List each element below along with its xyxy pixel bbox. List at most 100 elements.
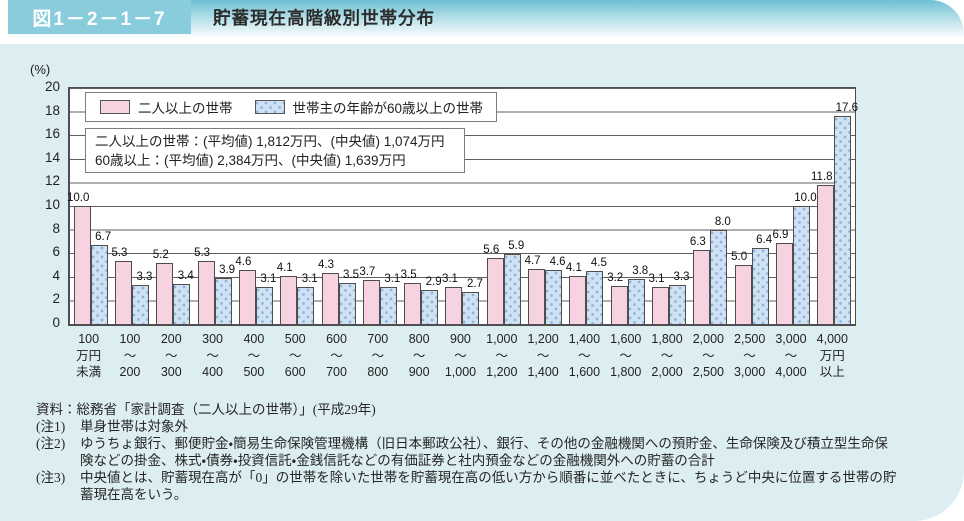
- x-tick-label: 1,800 〜 2,000: [651, 332, 683, 379]
- note-row: (注2) ゆうちょ銀行、郵便貯金・簡易生命保険管理機構（旧日本郵政公社）、銀行、そ…: [36, 435, 948, 469]
- figure-title: 貯蓄現在高階級別世帯分布: [213, 8, 435, 28]
- bar-value-label: 6.3: [689, 235, 706, 248]
- legend-label-couples: 二人以上の世帯: [138, 101, 233, 116]
- bar-value-label: 3.8: [632, 265, 649, 278]
- bar-value-label: 4.1: [276, 261, 293, 274]
- bar-group: 5.2 3.4: [153, 88, 194, 324]
- bar-value-label: 11.8: [811, 170, 833, 183]
- note-row: (注1) 単身世帯は対象外: [36, 418, 948, 435]
- bar-elderly: 3.1: [255, 273, 276, 324]
- bar-value-label: 4.7: [524, 254, 541, 267]
- bar-group: 4.6 3.1: [235, 88, 276, 324]
- bar-elderly: 3.9: [214, 264, 235, 324]
- bar-group: 5.6 5.9: [483, 88, 524, 324]
- bar-value-label: 3.3: [136, 271, 153, 284]
- bar-couples: 5.3: [194, 247, 215, 324]
- x-tick-label: 300 〜 400: [202, 332, 224, 379]
- x-tick-label: 1,400 〜 1,600: [568, 332, 601, 379]
- x-tick-label: 3,000 〜 4,000: [775, 332, 807, 379]
- bar-value-label: 3.5: [400, 268, 417, 281]
- bar-couples: 3.1: [649, 273, 670, 324]
- x-tick-label: 1,200 〜 1,400: [527, 332, 559, 379]
- bar-couples: 5.3: [111, 247, 132, 324]
- footer-notes: 資料：総務省「家計調査（二人以上の世帯）」(平成29年) (注1) 単身世帯は対象…: [36, 401, 948, 503]
- bar-group: 4.7 4.6: [524, 88, 566, 324]
- bar-group: 4.3 3.5: [318, 88, 359, 324]
- bar-elderly: 3.1: [379, 273, 400, 324]
- figure-number-tag: 図1－2－1－7: [8, 0, 191, 34]
- y-tick-label: 4: [52, 267, 60, 283]
- bar-couples: 5.6: [483, 244, 504, 324]
- legend-label-elderly: 世帯主の年齢が60歳以上の世帯: [292, 101, 484, 116]
- bar-value-label: 4.5: [590, 256, 607, 269]
- bar-elderly: 2.9: [421, 276, 442, 324]
- bar-value-label: 5.3: [111, 247, 128, 260]
- bar-group: 3.1 2.7: [442, 88, 483, 324]
- bar-elderly: 3.3: [131, 271, 152, 324]
- y-tick-label: 2: [52, 291, 60, 307]
- legend-swatch-couples: [100, 100, 130, 114]
- note-label: (注2): [36, 436, 66, 451]
- bar-elderly: 6.7: [90, 231, 111, 324]
- y-tick-label: 0: [52, 315, 60, 330]
- bar-value-label: 5.9: [508, 240, 525, 253]
- bar-value-label: 6.7: [95, 230, 112, 243]
- bar-couples: 3.7: [359, 266, 380, 324]
- stat-annotation-box: 二人以上の世帯：(平均値) 1,812万円、(中央値) 1,074万円 60歳以…: [85, 128, 465, 173]
- bar-value-label: 4.3: [318, 259, 335, 272]
- stat-line-elderly: 60歳以上：(平均値) 2,384万円、(中央値) 1,639万円: [95, 153, 406, 168]
- bar-value-label: 3.2: [607, 272, 624, 285]
- plot-area: 10.0 6.7 5.3 3.3 5.2 3.4 5.3 3.9 4.6 3.1 4.1 3.1 4.3…: [66, 87, 858, 326]
- bar-value-label: 10.0: [794, 192, 817, 204]
- bar-value-label: 5.3: [194, 247, 211, 260]
- bar-value-label: 5.6: [483, 243, 500, 256]
- bar-couples: 4.6: [235, 256, 256, 324]
- note-row: (注3) 中央値とは、貯蓄現在高が「0」の世帯を除いた世帯を貯蓄現在高の低い方から…: [36, 469, 948, 503]
- bar-elderly: 3.1: [297, 273, 318, 324]
- y-tick-label: 8: [52, 220, 60, 236]
- note-text: 中央値とは、貯蓄現在高が「0」の世帯を除いた世帯を貯蓄現在高の低い方から順番に並…: [80, 470, 897, 502]
- bar-value-label: 3.7: [359, 266, 376, 279]
- stat-line-couples: 二人以上の世帯：(平均値) 1,812万円、(中央値) 1,074万円: [95, 134, 445, 149]
- bar-value-label: 3.1: [260, 273, 277, 286]
- bar-value-label: 3.1: [384, 273, 401, 286]
- note-text: ゆうちょ銀行、郵便貯金・簡易生命保険管理機構（旧日本郵政公社）、銀行、その他の金…: [80, 436, 888, 468]
- bar-group: 4.1 4.5: [566, 88, 607, 324]
- y-axis-unit-label: (%): [30, 62, 51, 77]
- bar-elderly: 17.6: [834, 102, 858, 324]
- bar-couples: 6.3: [690, 236, 711, 324]
- bar-couples: 5.2: [153, 249, 174, 324]
- y-tick-label: 18: [44, 102, 60, 118]
- bar-group: 3.1 3.3: [648, 88, 690, 324]
- bar-group: 3.5 2.9: [401, 88, 442, 324]
- x-tick-label: 900 〜 1,000: [444, 332, 477, 379]
- bar-elderly: 8.0: [710, 216, 731, 324]
- bar-elderly: 4.5: [586, 257, 607, 324]
- bar-elderly: 3.4: [173, 270, 194, 324]
- bar-elderly: 10.0: [792, 192, 817, 324]
- bar-elderly: 4.6: [545, 256, 566, 324]
- bar-value-label: 3.1: [301, 273, 318, 286]
- x-tick-label: 1,000 〜 1,200: [486, 332, 518, 379]
- bar-value-label: 6.4: [756, 234, 773, 247]
- x-tick-label: 800 〜 900: [408, 332, 430, 379]
- bar-group: 10.0 6.7: [66, 88, 111, 324]
- x-axis-labels: 100 万円 未満 100 〜 200 200 〜 300 300 〜 400 400 …: [68, 331, 853, 381]
- y-tick-label: 12: [44, 173, 60, 189]
- bar-groups: 10.0 6.7 5.3 3.3 5.2 3.4 5.3 3.9 4.6 3.1 4.1 3.1 4.3…: [66, 88, 858, 324]
- x-tick-label: 2,500 〜 3,000: [734, 332, 766, 379]
- bar-couples: 4.1: [277, 262, 298, 324]
- bar-group: 5.3 3.9: [194, 88, 235, 324]
- bar-value-label: 10.0: [66, 192, 90, 204]
- note-label: (注1): [36, 419, 66, 434]
- bar-value-label: 4.6: [235, 255, 252, 268]
- bar-group: 5.3 3.3: [111, 88, 152, 324]
- bar-couples: 5.0: [731, 251, 752, 324]
- y-tick-label: 6: [52, 244, 60, 260]
- bar-group: 5.0 6.4: [731, 88, 772, 324]
- bar-value-label: 5.0: [731, 251, 748, 263]
- x-tick-label: 100 〜 200: [119, 332, 141, 379]
- bar-elderly: 3.8: [627, 265, 648, 324]
- bar-group: 11.8 17.6: [811, 88, 858, 324]
- bar-value-label: 3.1: [648, 273, 665, 286]
